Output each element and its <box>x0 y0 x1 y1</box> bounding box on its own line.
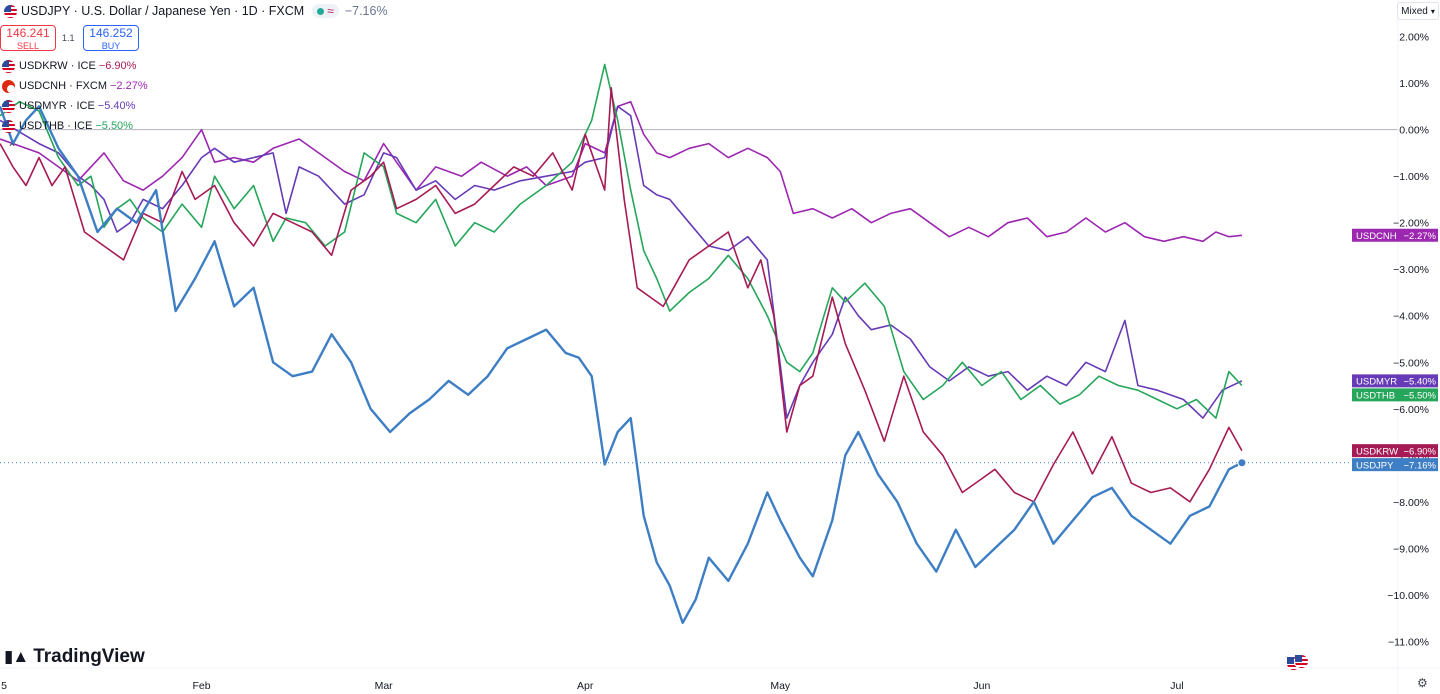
y-tick-label: −11.00% <box>1388 636 1429 648</box>
legend-change: −5.40% <box>97 100 136 112</box>
us-flag-icon <box>2 99 15 113</box>
label-change: −6.90% <box>1404 446 1437 457</box>
x-tick-label: Jul <box>1170 680 1183 692</box>
label-change: −2.27% <box>1404 231 1437 242</box>
legend-symbol: USDCNH · FXCM <box>19 80 107 92</box>
label-change: −5.50% <box>1404 390 1437 401</box>
currency-pair-flags[interactable] <box>1286 654 1312 672</box>
legend-symbol: USDMYR · ICE <box>19 100 95 112</box>
y-tick-label: 2.00% <box>1399 32 1429 44</box>
series-line-usdkrw[interactable] <box>0 87 1243 503</box>
price-axis[interactable]: 2.00% 1.00% 0.00% −1.00% −2.00% −3.00% −4.00% −… <box>1387 32 1429 649</box>
label-background <box>1352 228 1438 242</box>
last-value-label-usdmyr: USDMYR −5.40% <box>1352 374 1438 387</box>
label-change: −5.40% <box>1404 376 1437 387</box>
symbol-change: −7.16% <box>344 4 388 18</box>
buy-label: BUY <box>101 41 121 51</box>
y-tick-label: −5.00% <box>1393 357 1429 369</box>
label-background <box>1352 444 1438 458</box>
spread-value: 1.1 <box>62 33 75 43</box>
sell-price: 146.241 <box>6 26 50 40</box>
y-tick-label: −9.00% <box>1393 543 1429 555</box>
x-tick-label: May <box>770 680 791 692</box>
time-axis[interactable]: 5 Feb Mar Apr May Jun Jul <box>1 680 1184 692</box>
legend-change: −6.90% <box>98 60 137 72</box>
last-value-label-usdjpy: USDJPY −7.16% <box>1352 458 1438 471</box>
x-tick-label: 5 <box>1 680 7 692</box>
x-tick-label: Apr <box>577 680 594 692</box>
label-symbol: USDKRW <box>1356 446 1398 457</box>
us-flag-icon <box>2 59 15 73</box>
scale-mode-label: Mixed <box>1401 5 1428 17</box>
last-value-label-usdkrw: USDKRW −6.90% <box>1352 444 1438 457</box>
y-tick-label: −2.00% <box>1393 218 1429 230</box>
legend-symbol: USDKRW · ICE <box>19 60 96 72</box>
label-background <box>1352 374 1438 388</box>
label-background <box>1352 458 1438 472</box>
us-flag-icon <box>4 4 17 18</box>
series-line-usdcnh[interactable] <box>0 100 1242 243</box>
tradingview-logo[interactable]: ▮▲ TradingView <box>4 646 145 668</box>
x-tick-label: Feb <box>193 680 211 692</box>
sell-label: SELL <box>16 41 40 51</box>
brand-name: TradingView <box>33 646 145 667</box>
x-tick-label: Mar <box>375 680 394 692</box>
y-tick-label: −3.00% <box>1393 264 1429 276</box>
y-tick-label: −1.00% <box>1393 171 1429 183</box>
legend-change: −5.50% <box>95 120 133 132</box>
series-line-usdmyr[interactable] <box>0 105 1243 419</box>
chevron-down-icon: ▾ <box>1430 6 1435 16</box>
x-tick-label: Jun <box>973 680 990 692</box>
us-flag-icon <box>2 119 15 133</box>
market-status-pill[interactable]: ≈ <box>312 4 339 18</box>
legend-item-usdthb[interactable]: USDTHB · ICE −5.50% <box>2 119 133 133</box>
legend-item-usdmyr[interactable]: USDMYR · ICE −5.40% <box>2 99 135 113</box>
market-open-dot-icon <box>317 7 325 15</box>
approx-icon: ≈ <box>327 4 334 18</box>
label-symbol: USDCNH <box>1356 231 1397 242</box>
y-tick-label: 1.00% <box>1399 78 1429 90</box>
buy-button[interactable]: 146.252 BUY <box>83 25 139 51</box>
last-value-label-usdthb: USDTHB −5.50% <box>1352 388 1438 401</box>
last-price-marker <box>1237 458 1247 468</box>
buy-price: 146.252 <box>89 26 133 40</box>
y-tick-label: −4.00% <box>1393 311 1429 323</box>
label-symbol: USDTHB <box>1356 390 1395 401</box>
legend-symbol: USDTHB · ICE <box>19 120 93 132</box>
y-tick-label: −8.00% <box>1393 497 1429 509</box>
last-value-labels: USDCNH −2.27% USDMYR −5.40% USDTHB −5.50% USDK… <box>1237 228 1438 471</box>
label-change: −7.16% <box>1404 460 1437 471</box>
symbol-title[interactable]: USDJPY · U.S. Dollar / Japanese Yen · 1D… <box>21 4 305 18</box>
legend-collapse-button[interactable]: ⌃ <box>3 140 21 156</box>
y-tick-label: −6.00% <box>1393 404 1429 416</box>
legend-item-usdkrw[interactable]: USDKRW · ICE −6.90% <box>2 59 136 73</box>
label-symbol: USDJPY <box>1356 460 1394 471</box>
label-background <box>1352 388 1438 402</box>
y-tick-label: 0.00% <box>1399 125 1429 137</box>
us-flag-icon <box>1294 654 1309 669</box>
chevron-up-icon: ⌃ <box>6 141 18 155</box>
last-value-label-usdcnh: USDCNH −2.27% <box>1352 228 1438 242</box>
legend-item-usdcnh[interactable]: USDCNH · FXCM −2.27% <box>2 79 148 93</box>
legend-change: −2.27% <box>110 80 148 92</box>
y-tick-label: −10.00% <box>1387 590 1429 602</box>
label-symbol: USDMYR <box>1356 376 1397 387</box>
series-line-usdthb[interactable] <box>0 63 1243 419</box>
gear-icon[interactable]: ⚙ <box>1417 676 1428 690</box>
series-line-usdjpy[interactable] <box>0 105 1243 624</box>
tradingview-logo-icon: ▮▲ <box>4 647 29 666</box>
cn-flag-icon <box>2 79 15 93</box>
scale-mode-select[interactable]: Mixed ▾ <box>1397 2 1439 20</box>
sell-button[interactable]: 146.241 SELL <box>0 25 56 51</box>
symbol-header[interactable]: USDJPY · U.S. Dollar / Japanese Yen · 1D… <box>4 3 388 19</box>
chart-series-layer <box>0 63 1243 624</box>
